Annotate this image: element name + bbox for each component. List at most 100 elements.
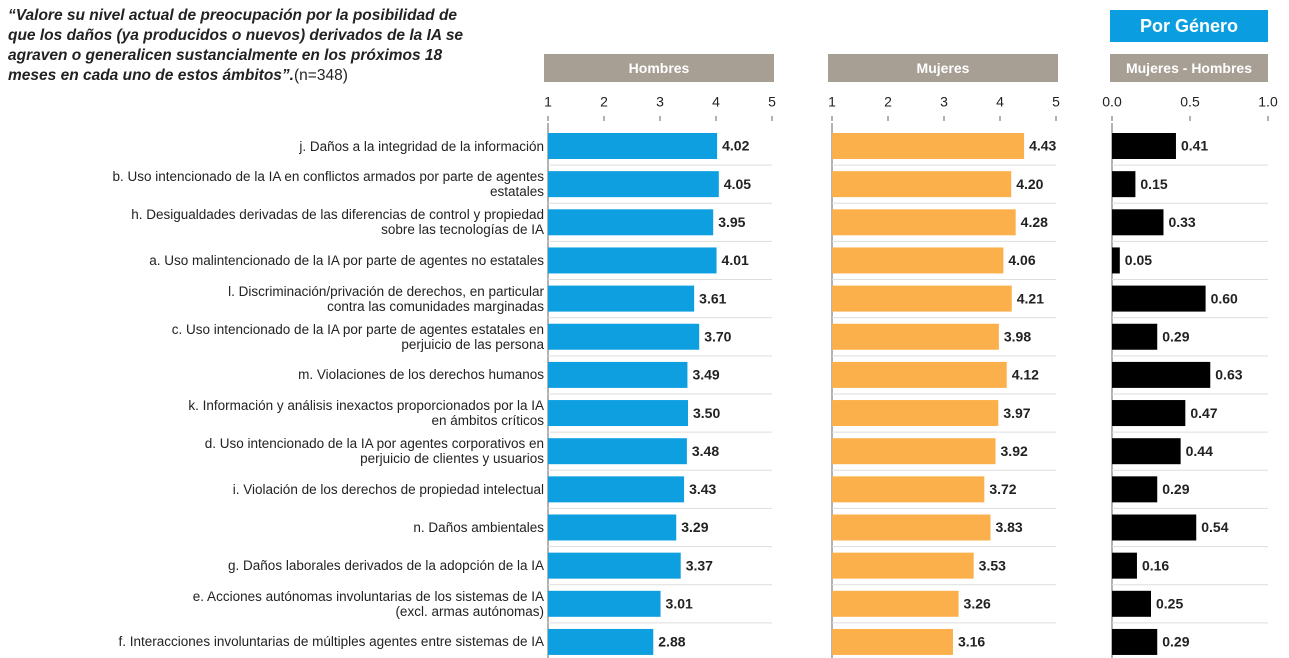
bar bbox=[548, 133, 718, 159]
x-tick-label: 4 bbox=[712, 94, 720, 110]
category-label: g. Daños laborales derivados de la adopc… bbox=[228, 558, 544, 574]
bar bbox=[548, 628, 654, 655]
data-label: 3.26 bbox=[964, 596, 991, 612]
data-label: 4.28 bbox=[1021, 214, 1048, 230]
data-label: 3.97 bbox=[1003, 405, 1030, 421]
bar bbox=[1112, 476, 1158, 503]
x-tick-label: 4 bbox=[996, 94, 1004, 110]
data-label: 2.88 bbox=[658, 634, 685, 650]
x-tick-label: 1 bbox=[544, 94, 552, 110]
category-label: f. Interacciones involuntarias de múltip… bbox=[118, 634, 544, 650]
bar bbox=[832, 285, 1012, 312]
bar bbox=[832, 171, 1012, 198]
data-label: 4.12 bbox=[1012, 367, 1039, 383]
data-label: 3.70 bbox=[704, 328, 731, 344]
question: “Valore su nivel actual de preocupación … bbox=[8, 6, 488, 86]
category-label: c. Uso intencionado de la IA por parte d… bbox=[171, 321, 544, 352]
data-label: 3.29 bbox=[681, 519, 708, 535]
category-label: h. Desigualdades derivadas de las difere… bbox=[131, 207, 544, 238]
data-label: 0.60 bbox=[1211, 290, 1238, 306]
data-label: 0.29 bbox=[1162, 481, 1189, 497]
bar bbox=[832, 209, 1016, 236]
bar bbox=[1112, 552, 1137, 579]
category-label: j. Daños a la integridad de la informaci… bbox=[299, 138, 544, 154]
panel-header: Mujeres bbox=[828, 54, 1058, 82]
data-label: 4.05 bbox=[724, 176, 751, 192]
bar bbox=[832, 514, 991, 541]
category-label: k. Información y análisis inexactos prop… bbox=[188, 398, 544, 429]
data-label: 0.25 bbox=[1156, 596, 1183, 612]
data-label: 0.29 bbox=[1162, 634, 1189, 650]
bar bbox=[548, 438, 687, 465]
data-label: 3.83 bbox=[995, 519, 1022, 535]
data-label: 3.72 bbox=[989, 481, 1016, 497]
data-label: 4.43 bbox=[1029, 138, 1056, 154]
data-label: 4.21 bbox=[1017, 290, 1044, 306]
data-label: 0.15 bbox=[1140, 176, 1167, 192]
bar bbox=[548, 285, 695, 312]
panel-header: Mujeres - Hombres bbox=[1110, 54, 1268, 82]
bar bbox=[832, 323, 999, 350]
data-label: 0.54 bbox=[1201, 519, 1228, 535]
x-tick-label: 2 bbox=[600, 94, 608, 110]
bar bbox=[548, 361, 688, 388]
data-label: 3.98 bbox=[1004, 328, 1031, 344]
bar bbox=[832, 552, 974, 579]
bar bbox=[1112, 361, 1211, 388]
panel-header: Hombres bbox=[544, 54, 774, 82]
bar bbox=[548, 209, 714, 236]
data-label: 0.16 bbox=[1142, 557, 1169, 573]
bar bbox=[1112, 438, 1181, 465]
x-tick-label: 0.0 bbox=[1102, 94, 1122, 110]
bar bbox=[1112, 323, 1158, 350]
bar bbox=[1112, 171, 1136, 198]
bar bbox=[548, 171, 719, 198]
data-label: 0.63 bbox=[1215, 367, 1242, 383]
category-label: a. Uso malintencionado de la IA por part… bbox=[149, 252, 544, 268]
x-tick-label: 5 bbox=[768, 94, 776, 110]
data-label: 4.01 bbox=[722, 252, 749, 268]
data-label: 3.92 bbox=[1001, 443, 1028, 459]
bar bbox=[548, 400, 688, 427]
sample-size: (n=348) bbox=[294, 67, 348, 84]
bar bbox=[1112, 285, 1206, 312]
bar bbox=[832, 476, 985, 503]
bar bbox=[832, 590, 959, 617]
bar bbox=[1112, 400, 1186, 427]
x-tick-label: 3 bbox=[656, 94, 664, 110]
category-label: d. Uso intencionado de la IA por agentes… bbox=[204, 436, 544, 467]
category-label: b. Uso intencionado de la IA en conflict… bbox=[112, 169, 544, 200]
bar bbox=[832, 133, 1025, 159]
data-label: 4.02 bbox=[722, 138, 749, 154]
group-header: Por Género bbox=[1110, 10, 1268, 42]
bar bbox=[1112, 247, 1120, 274]
data-label: 3.01 bbox=[666, 596, 693, 612]
bar bbox=[1112, 133, 1176, 159]
bar bbox=[1112, 209, 1164, 236]
category-label: e. Acciones autónomas involuntarias de l… bbox=[192, 588, 544, 619]
x-tick-label: 1 bbox=[828, 94, 836, 110]
category-label: i. Violación de los derechos de propieda… bbox=[232, 481, 544, 497]
data-label: 3.48 bbox=[692, 443, 719, 459]
bar bbox=[1112, 590, 1151, 617]
category-label: m. Violaciones de los derechos humanos bbox=[298, 367, 544, 383]
data-label: 3.53 bbox=[979, 557, 1006, 573]
bar bbox=[548, 514, 677, 541]
data-label: 0.44 bbox=[1186, 443, 1213, 459]
bar bbox=[832, 361, 1007, 388]
data-label: 0.33 bbox=[1168, 214, 1195, 230]
x-tick-label: 2 bbox=[884, 94, 892, 110]
data-label: 0.05 bbox=[1125, 252, 1152, 268]
data-label: 4.20 bbox=[1016, 176, 1043, 192]
bar bbox=[832, 400, 999, 427]
category-label: n. Daños ambientales bbox=[413, 520, 544, 535]
bar bbox=[548, 476, 685, 503]
data-label: 3.61 bbox=[699, 290, 726, 306]
x-tick-label: 1.0 bbox=[1258, 94, 1278, 110]
bar bbox=[832, 628, 953, 655]
x-tick-label: 3 bbox=[940, 94, 948, 110]
data-label: 0.29 bbox=[1162, 328, 1189, 344]
bar bbox=[548, 247, 717, 274]
